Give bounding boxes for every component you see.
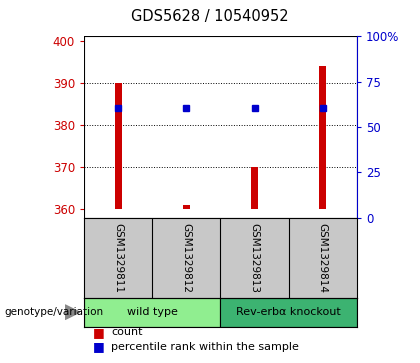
Text: ■: ■	[92, 326, 104, 339]
Bar	[220, 298, 357, 327]
Text: GSM1329814: GSM1329814	[318, 223, 328, 293]
Text: ■: ■	[92, 340, 104, 353]
Bar	[251, 167, 258, 209]
Polygon shape	[65, 305, 80, 319]
Text: Rev-erbα knockout: Rev-erbα knockout	[236, 307, 341, 317]
Text: wild type: wild type	[127, 307, 178, 317]
Text: percentile rank within the sample: percentile rank within the sample	[111, 342, 299, 352]
Bar	[320, 66, 326, 209]
Bar	[84, 298, 220, 327]
Text: count: count	[111, 327, 143, 337]
Bar	[183, 205, 190, 209]
Bar	[115, 83, 121, 209]
Text: GSM1329811: GSM1329811	[113, 223, 123, 293]
Text: genotype/variation: genotype/variation	[4, 307, 103, 317]
Text: GSM1329812: GSM1329812	[181, 223, 192, 293]
Text: GDS5628 / 10540952: GDS5628 / 10540952	[131, 9, 289, 24]
Text: GSM1329813: GSM1329813	[249, 223, 260, 293]
